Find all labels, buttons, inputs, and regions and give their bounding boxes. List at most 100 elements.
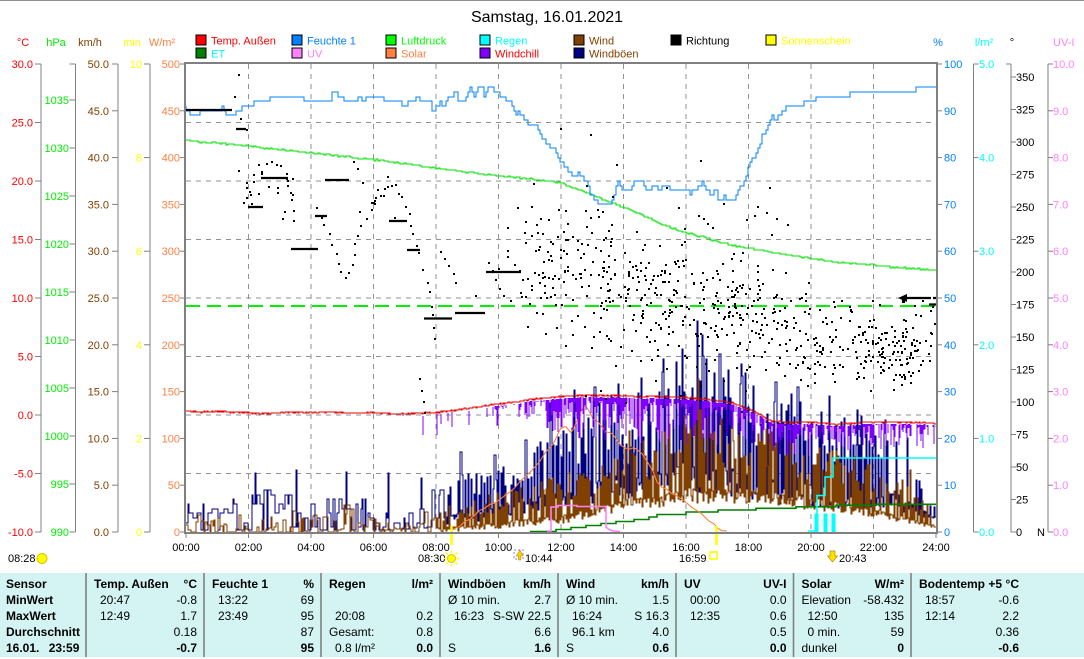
- svg-text:Solar: Solar: [802, 577, 832, 591]
- svg-text:Feuchte 1: Feuchte 1: [212, 577, 268, 591]
- svg-text:Wind: Wind: [566, 577, 595, 591]
- svg-text:20.0: 20.0: [12, 176, 33, 188]
- svg-text:69: 69: [301, 593, 315, 607]
- svg-text:7.0: 7.0: [1053, 199, 1068, 211]
- svg-text:Elevation: Elevation: [802, 593, 851, 607]
- svg-text:Windböen: Windböen: [589, 49, 639, 61]
- svg-text:16:00: 16:00: [672, 542, 700, 554]
- svg-text:-58.432: -58.432: [863, 593, 904, 607]
- svg-text:325: 325: [1016, 105, 1034, 117]
- svg-text:-10.0: -10.0: [8, 527, 33, 539]
- svg-text:Ø 10 min.: Ø 10 min.: [566, 593, 618, 607]
- svg-text:20.0: 20.0: [88, 340, 109, 352]
- svg-text:300: 300: [162, 246, 180, 258]
- svg-text:00:00: 00:00: [172, 542, 200, 554]
- svg-text:Richtung: Richtung: [686, 36, 729, 48]
- svg-text:0.36: 0.36: [996, 625, 1020, 639]
- svg-text:100: 100: [162, 433, 180, 445]
- svg-text:75: 75: [1016, 430, 1028, 442]
- svg-text:1015: 1015: [45, 287, 69, 299]
- svg-text:W/m²: W/m²: [875, 577, 904, 591]
- svg-text:00:00: 00:00: [690, 593, 720, 607]
- svg-text:1.6: 1.6: [534, 641, 551, 655]
- svg-text:225: 225: [1016, 235, 1034, 247]
- svg-text:50: 50: [1016, 462, 1028, 474]
- svg-text:0.6: 0.6: [770, 609, 787, 623]
- svg-text:1.5: 1.5: [652, 593, 669, 607]
- svg-text:200: 200: [162, 340, 180, 352]
- svg-text:24:00: 24:00: [922, 542, 950, 554]
- svg-text:10: 10: [130, 59, 142, 71]
- svg-text:4: 4: [136, 340, 142, 352]
- svg-text:30.0: 30.0: [12, 59, 33, 71]
- svg-text:Solar: Solar: [401, 49, 427, 61]
- svg-text:135: 135: [884, 609, 904, 623]
- svg-text:18:57: 18:57: [925, 593, 955, 607]
- svg-text:13:22: 13:22: [218, 593, 248, 607]
- svg-text:08:00: 08:00: [422, 542, 450, 554]
- svg-text:12:00: 12:00: [547, 542, 575, 554]
- svg-text:°C: °C: [1006, 577, 1020, 591]
- svg-text:1005: 1005: [45, 383, 69, 395]
- svg-text:40: 40: [944, 340, 956, 352]
- svg-text:50: 50: [944, 293, 956, 305]
- svg-text:MinWert: MinWert: [6, 593, 53, 607]
- svg-text:10: 10: [944, 480, 956, 492]
- svg-text:°: °: [1010, 37, 1014, 49]
- svg-text:95: 95: [301, 609, 315, 623]
- svg-text:16:23: 16:23: [454, 609, 484, 623]
- svg-text:16.01. 23:59: 16.01. 23:59: [6, 641, 80, 655]
- svg-text:2.2: 2.2: [1002, 609, 1019, 623]
- svg-text:6: 6: [136, 246, 142, 258]
- svg-text:6.6: 6.6: [534, 625, 551, 639]
- svg-text:-0.6: -0.6: [998, 593, 1019, 607]
- svg-text:0.0: 0.0: [1053, 527, 1068, 539]
- svg-text:Luftdruck: Luftdruck: [401, 36, 447, 48]
- svg-text:96.1 km: 96.1 km: [572, 625, 615, 639]
- svg-text:5.0: 5.0: [94, 480, 109, 492]
- svg-text:8: 8: [136, 153, 142, 165]
- svg-text:UV-I: UV-I: [763, 577, 786, 591]
- svg-text:400: 400: [162, 153, 180, 165]
- svg-text:4.0: 4.0: [1053, 340, 1068, 352]
- svg-text:20:47: 20:47: [100, 593, 130, 607]
- svg-text:2.7: 2.7: [534, 593, 551, 607]
- svg-text:0.8 l/m²: 0.8 l/m²: [335, 641, 375, 655]
- svg-text:0.0: 0.0: [770, 593, 787, 607]
- svg-text:MaxWert: MaxWert: [6, 609, 56, 623]
- svg-text:95: 95: [301, 641, 315, 655]
- svg-text:0.2: 0.2: [416, 609, 433, 623]
- svg-text:Bodentemp +5: Bodentemp +5: [919, 577, 1002, 591]
- svg-text:25: 25: [1016, 495, 1028, 507]
- svg-text:Windböen: Windböen: [448, 577, 506, 591]
- svg-text:30: 30: [944, 387, 956, 399]
- svg-text:-0.7: -0.7: [176, 641, 197, 655]
- svg-text:350: 350: [162, 199, 180, 211]
- svg-text:hPa: hPa: [46, 37, 66, 49]
- svg-text:60: 60: [944, 246, 956, 258]
- svg-text:12:35: 12:35: [690, 609, 720, 623]
- svg-text:Feuchte 1: Feuchte 1: [307, 36, 356, 48]
- svg-text:0 min.: 0 min.: [808, 625, 841, 639]
- svg-text:0.0: 0.0: [416, 641, 433, 655]
- svg-text:%: %: [933, 37, 943, 49]
- svg-text:20:43: 20:43: [839, 553, 867, 565]
- svg-text:150: 150: [1016, 332, 1034, 344]
- svg-text:45.0: 45.0: [88, 106, 109, 118]
- svg-text:1020: 1020: [45, 239, 69, 251]
- svg-text:20:08: 20:08: [335, 609, 365, 623]
- svg-text:1025: 1025: [45, 191, 69, 203]
- svg-text:6.0: 6.0: [1053, 246, 1068, 258]
- svg-text:0.6: 0.6: [652, 641, 669, 655]
- svg-text:N: N: [1037, 527, 1045, 539]
- svg-text:200: 200: [1016, 267, 1034, 279]
- svg-text:S 16.3: S 16.3: [634, 609, 669, 623]
- svg-text:Regen: Regen: [495, 36, 527, 48]
- svg-text:500: 500: [162, 59, 180, 71]
- svg-text:UV-I: UV-I: [1053, 37, 1074, 49]
- svg-text:S: S: [566, 641, 574, 655]
- svg-text:06:00: 06:00: [360, 542, 388, 554]
- svg-text:10:00: 10:00: [485, 542, 513, 554]
- svg-text:995: 995: [51, 479, 69, 491]
- svg-text:9.0: 9.0: [1053, 106, 1068, 118]
